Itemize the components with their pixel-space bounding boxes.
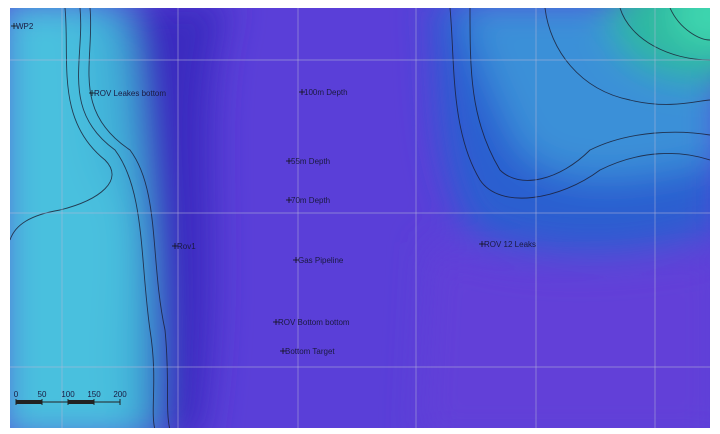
waypoint-label: WP2 [16, 22, 34, 31]
scale-label: 200 [113, 390, 127, 399]
waypoint-label: ROV Bottom bottom [278, 318, 350, 327]
waypoint-label: ROV 12 Leaks [484, 240, 536, 249]
scale-label: 0 [14, 390, 19, 399]
waypoint-label: 100m Depth [304, 88, 348, 97]
scale-label: 100 [61, 390, 75, 399]
waypoint-label: ROV Leakes bottom [94, 89, 166, 98]
waypoint-label: Rov1 [177, 242, 196, 251]
waypoint-label: 70m Depth [291, 196, 330, 205]
waypoint-label: Bottom Target [285, 347, 335, 356]
scale-label: 50 [38, 390, 47, 399]
scale-segment [68, 400, 94, 404]
scale-label: 150 [87, 390, 101, 399]
waypoint-label: Gas Pipeline [298, 256, 344, 265]
scale-segment [16, 400, 42, 404]
waypoint-label: 55m Depth [291, 157, 330, 166]
scale-bar: 0 50 100 150 200 [14, 390, 127, 405]
grid [10, 8, 710, 428]
